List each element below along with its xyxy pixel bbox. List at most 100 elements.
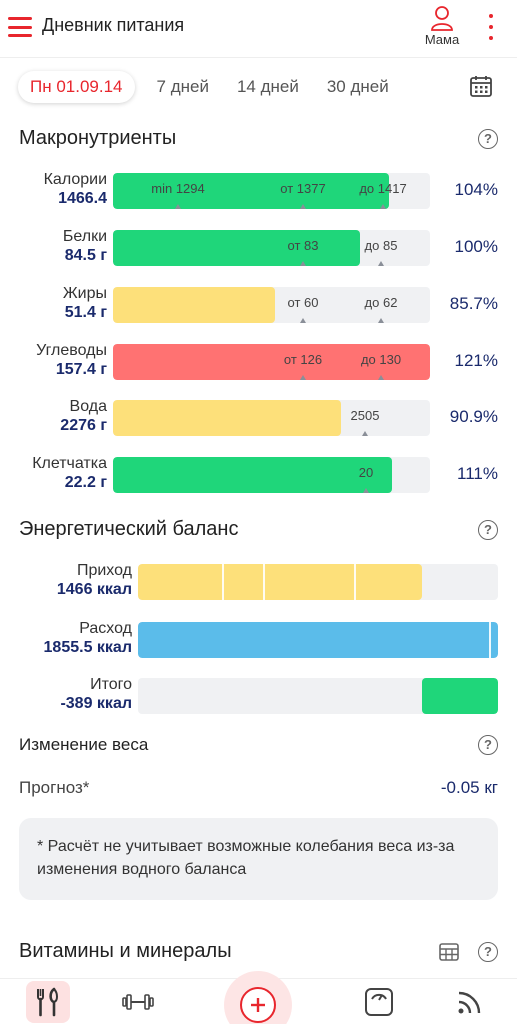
energy-bar bbox=[138, 564, 498, 600]
macro-bar: 20 bbox=[113, 457, 430, 493]
energy-title: Энергетический баланс bbox=[19, 518, 239, 540]
profile-button[interactable]: Мама bbox=[418, 5, 466, 47]
calendar-icon[interactable] bbox=[469, 74, 493, 103]
macro-label: Белки bbox=[62, 228, 107, 245]
page-title: Дневник питания bbox=[42, 15, 185, 35]
help-icon[interactable]: ? bbox=[478, 520, 498, 540]
energy-segment-divider bbox=[489, 622, 491, 658]
macro-label: Калории bbox=[43, 171, 107, 188]
macro-percent: 85.7% bbox=[449, 294, 498, 313]
tab-7-days[interactable]: 7 дней bbox=[156, 77, 209, 96]
macro-label: Углеводы bbox=[36, 342, 107, 359]
macro-target-label: от 126 bbox=[283, 352, 323, 367]
help-icon[interactable]: ? bbox=[478, 942, 498, 962]
tab-30-days[interactable]: 30 дней bbox=[326, 77, 389, 96]
energy-segment-divider bbox=[222, 564, 224, 600]
plus-icon bbox=[251, 998, 265, 1012]
fork-knife-icon bbox=[37, 987, 58, 1017]
energy-value: 1466 ккал bbox=[56, 581, 132, 598]
macro-bar: от 60 до 62 bbox=[113, 287, 430, 323]
energy-value: 1855.5 ккал bbox=[43, 639, 132, 656]
macro-row[interactable]: Жиры 51.4 г от 60 до 62 85.7% bbox=[0, 285, 517, 325]
kebab-icon[interactable] bbox=[484, 12, 498, 42]
table-icon[interactable] bbox=[439, 942, 459, 967]
macro-value: 157.4 г bbox=[55, 361, 107, 378]
macro-target-tick bbox=[175, 204, 181, 209]
macro-target-tick bbox=[378, 318, 384, 323]
macro-bar-fill bbox=[113, 230, 361, 266]
macro-value: 51.4 г bbox=[64, 304, 107, 321]
macro-bar-fill bbox=[113, 344, 430, 380]
macro-target-tick bbox=[300, 204, 306, 209]
macro-bar: от 126 до 130 bbox=[113, 344, 430, 380]
macro-target-label: min 1294 bbox=[151, 181, 205, 196]
macro-percent: 121% bbox=[454, 351, 498, 370]
macro-value: 2276 г bbox=[60, 417, 107, 434]
macro-value: 1466.4 bbox=[58, 190, 107, 207]
help-icon[interactable]: ? bbox=[478, 129, 498, 149]
app-header: Дневник питания Мама bbox=[0, 0, 517, 58]
energy-bar bbox=[138, 678, 498, 714]
energy-segment-divider bbox=[263, 564, 265, 600]
forecast-label: Прогноз* bbox=[19, 778, 90, 797]
tab-14-days[interactable]: 14 дней bbox=[236, 77, 299, 96]
macro-target-label: до 85 bbox=[364, 238, 398, 253]
energy-bar-fill bbox=[422, 678, 498, 714]
macro-target-label: от 1377 bbox=[280, 181, 326, 196]
macro-target-tick bbox=[378, 261, 384, 266]
period-tabs: Пн 01.09.14 7 дней 14 дней 30 дней bbox=[18, 68, 499, 106]
energy-label: Приход bbox=[76, 562, 132, 579]
macro-target-tick bbox=[300, 318, 306, 323]
macro-bar-fill bbox=[113, 173, 389, 209]
nav-feed[interactable] bbox=[448, 981, 492, 1023]
macro-value: 22.2 г bbox=[64, 474, 107, 491]
macro-target-label: 2505 bbox=[350, 408, 380, 423]
nav-exercise[interactable] bbox=[116, 981, 160, 1023]
macro-percent: 100% bbox=[454, 237, 498, 256]
help-icon[interactable]: ? bbox=[478, 735, 498, 755]
macro-target-label: до 1417 bbox=[359, 181, 407, 196]
macro-label: Вода bbox=[69, 398, 107, 415]
macro-row[interactable]: Калории 1466.4 min 1294 от 1377 до 1417 104% bbox=[0, 171, 517, 211]
weight-title: Изменение веса bbox=[19, 735, 149, 754]
energy-row[interactable]: Итого -389 ккал bbox=[0, 676, 517, 716]
macro-row[interactable]: Клетчатка 22.2 г 20 111% bbox=[0, 455, 517, 495]
tab-today[interactable]: Пн 01.09.14 bbox=[18, 71, 135, 103]
macro-target-tick bbox=[362, 431, 368, 436]
macro-bar-fill bbox=[113, 287, 275, 323]
macro-target-tick bbox=[300, 375, 306, 380]
menu-icon[interactable] bbox=[6, 14, 34, 40]
macro-label: Жиры bbox=[62, 285, 107, 302]
macros-title: Макронутриенты bbox=[19, 127, 177, 149]
macro-percent: 104% bbox=[454, 180, 498, 199]
macro-target-tick bbox=[300, 261, 306, 266]
bottom-nav bbox=[0, 971, 517, 1024]
macro-target-tick bbox=[363, 488, 369, 493]
dumbbell-icon bbox=[122, 994, 154, 1010]
feed-icon bbox=[458, 991, 481, 1014]
energy-value: -389 ккал bbox=[60, 695, 132, 712]
macro-target-label: до 130 bbox=[360, 352, 402, 367]
macro-value: 84.5 г bbox=[64, 247, 107, 264]
macro-row[interactable]: Белки 84.5 г от 83 до 85 100% bbox=[0, 228, 517, 268]
energy-bar-fill bbox=[138, 564, 423, 600]
nav-diary[interactable] bbox=[26, 981, 70, 1023]
nav-weight[interactable] bbox=[357, 981, 401, 1023]
energy-label: Расход bbox=[79, 620, 132, 637]
energy-row[interactable]: Приход 1466 ккал bbox=[0, 562, 517, 602]
macro-target-label: до 62 bbox=[364, 295, 398, 310]
macro-target-label: от 83 bbox=[287, 238, 319, 253]
profile-name: Мама bbox=[424, 32, 460, 47]
scale-icon bbox=[365, 988, 393, 1016]
macro-target-tick bbox=[378, 375, 384, 380]
forecast-value: -0.05 кг bbox=[440, 778, 498, 797]
macro-bar: min 1294 от 1377 до 1417 bbox=[113, 173, 430, 209]
macro-row[interactable]: Углеводы 157.4 г от 126 до 130 121% bbox=[0, 342, 517, 382]
macro-row[interactable]: Вода 2276 г 2505 90.9% bbox=[0, 398, 517, 438]
energy-label: Итого bbox=[90, 676, 132, 693]
water-balance-note: * Расчёт не учитывает возможные колебани… bbox=[19, 818, 498, 900]
add-button[interactable] bbox=[240, 987, 276, 1023]
vitamins-title: Витамины и минералы bbox=[19, 940, 232, 962]
energy-row[interactable]: Расход 1855.5 ккал bbox=[0, 620, 517, 660]
macro-target-tick bbox=[380, 204, 386, 209]
